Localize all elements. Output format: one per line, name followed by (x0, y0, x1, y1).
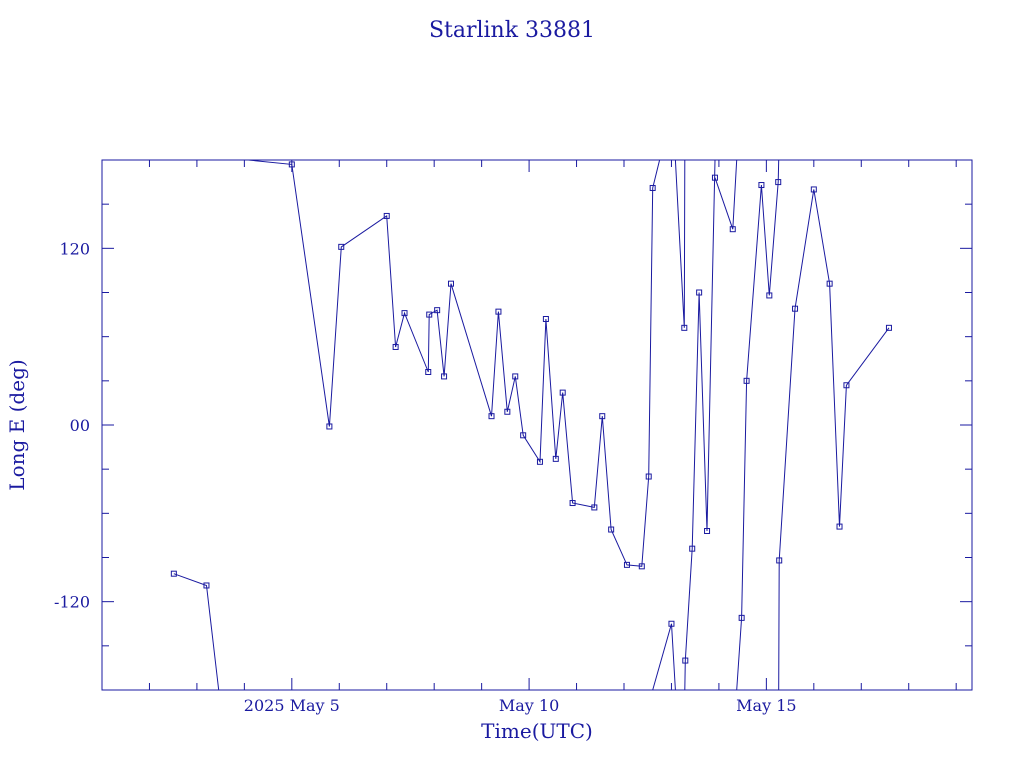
tick-labels: 2025 May 5 May 10 May 15 120 00 -120 (54, 239, 797, 715)
x-tick-label: May 10 (499, 696, 559, 715)
data-point (288, 161, 295, 168)
y-tick-label: -120 (54, 593, 90, 612)
data-point (623, 561, 630, 568)
data-point (392, 343, 399, 350)
data-point (826, 280, 833, 287)
data-point (843, 382, 850, 389)
data-point (696, 289, 703, 296)
data-point (383, 212, 390, 219)
data-point (552, 455, 559, 462)
data-point (599, 413, 606, 420)
data-point (426, 311, 433, 318)
data-point (682, 657, 689, 664)
y-axis-label: Long E (deg) (5, 359, 29, 490)
axis-ticks (102, 160, 972, 690)
data-point (775, 179, 782, 186)
data-point (447, 280, 454, 287)
data-point (638, 563, 645, 570)
data-point (401, 310, 408, 317)
data-point (536, 458, 543, 465)
x-axis-label: Time(UTC) (481, 719, 593, 743)
data-point (776, 557, 783, 564)
y-tick-label: 120 (59, 239, 90, 258)
data-point (488, 413, 495, 420)
data-point (729, 226, 736, 233)
data-point (338, 243, 345, 250)
data-point (668, 620, 675, 627)
y-tick-label: 00 (70, 416, 90, 435)
data-point (885, 324, 892, 331)
chart-title: Starlink 33881 (429, 18, 595, 43)
series-line (684, 159, 716, 691)
data-point (591, 504, 598, 511)
data-point (569, 500, 576, 507)
data-point (504, 408, 511, 415)
data-point (434, 307, 441, 314)
data-point (758, 182, 765, 189)
data-point (520, 432, 527, 439)
data-point (649, 184, 656, 191)
data-point (704, 528, 711, 534)
data-point (170, 570, 177, 577)
series-line (778, 189, 890, 691)
series-line (674, 159, 686, 328)
series-line (736, 159, 780, 691)
data-point (766, 292, 773, 299)
data-series (170, 159, 892, 691)
data-point (425, 369, 432, 375)
data-point (836, 523, 843, 530)
data-point (326, 423, 333, 430)
data-point (512, 373, 519, 380)
data-point (810, 186, 817, 193)
data-point (645, 473, 652, 480)
series-line (218, 159, 661, 567)
plot-frame (101, 159, 973, 691)
x-tick-label: May 15 (736, 696, 796, 715)
data-point (203, 582, 210, 589)
data-point (495, 308, 502, 315)
data-point (689, 545, 696, 552)
series-line (173, 573, 220, 691)
data-point (743, 377, 750, 384)
data-point (542, 316, 549, 322)
x-tick-label: 2025 May 5 (244, 696, 340, 715)
data-point (608, 526, 615, 533)
data-point (792, 305, 799, 312)
data-point (738, 614, 745, 621)
data-point (711, 174, 718, 181)
data-point (559, 389, 566, 396)
data-point (441, 373, 448, 380)
series-line (714, 159, 738, 230)
series-line (652, 623, 676, 691)
data-point (681, 324, 688, 331)
